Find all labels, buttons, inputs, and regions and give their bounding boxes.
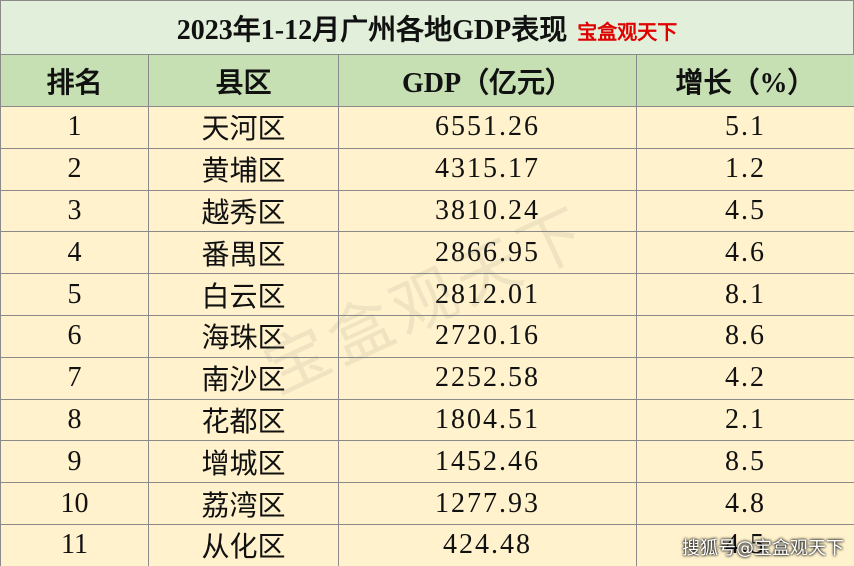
- table-cell: 白云区: [148, 273, 339, 316]
- table-cell: 6: [0, 314, 149, 358]
- table-cell: 8.1: [636, 273, 854, 316]
- table-cell: 花都区: [148, 398, 339, 442]
- table-cell: 荔湾区: [148, 482, 339, 525]
- table-cell: 2.1: [636, 398, 854, 442]
- header-row: 排名 县区 GDP（亿元） 增长（%）: [0, 54, 854, 107]
- table-cell: 南沙区: [148, 356, 339, 400]
- table-cell: 2866.95: [338, 231, 637, 275]
- table-row: 9 增城区 1452.46 8.5: [0, 440, 854, 484]
- table-cell: 1277.93: [338, 482, 637, 525]
- table-cell: 1: [0, 106, 149, 149]
- table-row: 2 黄埔区 4315.17 1.2: [0, 147, 854, 191]
- table-cell: 424.48: [338, 523, 637, 566]
- table-cell: 4.5: [636, 189, 854, 233]
- table-cell: 1804.51: [338, 398, 637, 442]
- table-cell: 3: [0, 189, 149, 233]
- table-row: 6 海珠区 2720.16 8.6: [0, 314, 854, 358]
- table-cell: 8.6: [636, 314, 854, 358]
- title-bar: 2023年1-12月广州各地GDP表现 宝盒观天下: [0, 0, 854, 55]
- table-cell: 从化区: [148, 523, 339, 566]
- table-cell: 2: [0, 147, 149, 191]
- table-cell: 黄埔区: [148, 147, 339, 191]
- table-row: 10 荔湾区 1277.93 4.8: [0, 482, 854, 525]
- table-cell: 4.6: [636, 231, 854, 275]
- table-cell: 9: [0, 440, 149, 484]
- header-cell: 县区: [148, 54, 339, 107]
- title: 2023年1-12月广州各地GDP表现: [176, 14, 568, 46]
- table-cell: 4.8: [636, 482, 854, 525]
- table-row: 1 天河区 6551.26 5.1: [0, 106, 854, 149]
- footer-watermark: 搜狐号@宝盒观天下: [682, 538, 844, 559]
- table-cell: 7: [0, 356, 149, 400]
- table-cell: 天河区: [148, 106, 339, 149]
- table-row: 3 越秀区 3810.24 4.5: [0, 189, 854, 233]
- table-cell: 6551.26: [338, 106, 637, 149]
- table-cell: 1.2: [636, 147, 854, 191]
- table-row: 4 番禺区 2866.95 4.6: [0, 231, 854, 275]
- table-cell: 2812.01: [338, 273, 637, 316]
- table-cell: 2720.16: [338, 314, 637, 358]
- table-cell: 5.1: [636, 106, 854, 149]
- table-cell: 8: [0, 398, 149, 442]
- table-row: 5 白云区 2812.01 8.1: [0, 273, 854, 316]
- table-row: 8 花都区 1804.51 2.1: [0, 398, 854, 442]
- table-cell: 11: [0, 523, 149, 566]
- table-cell: 5: [0, 273, 149, 316]
- table-cell: 4: [0, 231, 149, 275]
- header-cell: GDP（亿元）: [338, 54, 637, 107]
- title-tag: 宝盒观天下: [577, 22, 678, 44]
- table-cell: 3810.24: [338, 189, 637, 233]
- table-cell: 番禺区: [148, 231, 339, 275]
- table-cell: 4315.17: [338, 147, 637, 191]
- table-cell: 1452.46: [338, 440, 637, 484]
- gdp-table: 排名 县区 GDP（亿元） 增长（%） 1 天河区 6551.26 5.1 2 黄埔区 4315.…: [0, 54, 854, 566]
- table-cell: 4.2: [636, 356, 854, 400]
- header-cell: 排名: [0, 54, 149, 107]
- table-cell: 海珠区: [148, 314, 339, 358]
- table-row: 7 南沙区 2252.58 4.2: [0, 356, 854, 400]
- table-cell: 8.5: [636, 440, 854, 484]
- table-cell: 增城区: [148, 440, 339, 484]
- header-cell: 增长（%）: [636, 54, 854, 107]
- table-cell: 10: [0, 482, 149, 525]
- table-cell: 越秀区: [148, 189, 339, 233]
- table-cell: 2252.58: [338, 356, 637, 400]
- table-body: 1 天河区 6551.26 5.1 2 黄埔区 4315.17 1.2 3 越秀区 3810.24 4…: [0, 106, 854, 566]
